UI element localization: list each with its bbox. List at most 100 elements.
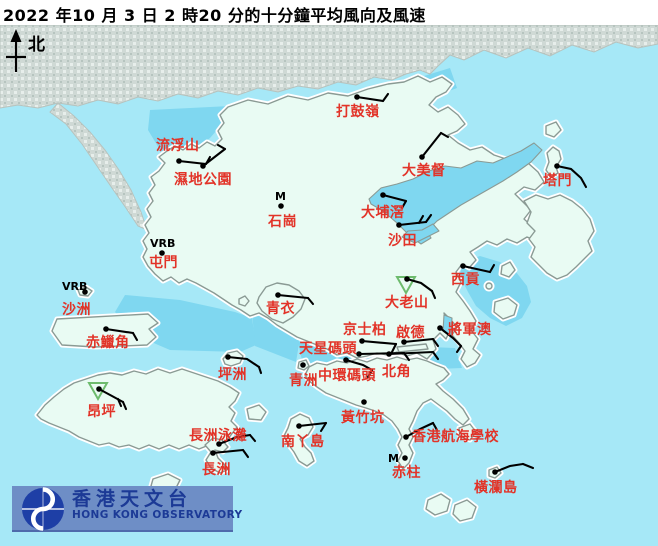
station-marker: VRB	[150, 237, 175, 250]
wind-barb-tick	[400, 199, 408, 210]
station-label: 長洲泳灘	[189, 427, 247, 444]
station-cheung-chau-beach: 長洲泳灘	[189, 427, 257, 447]
station-kings-park: 京士柏	[343, 321, 398, 354]
station-shek-kong: M 石崗	[267, 190, 297, 230]
station-sea-school: 香港航海學校	[403, 421, 499, 445]
hko-logo-text: 香港天文台 HONG KONG OBSERVATORY	[72, 489, 243, 522]
station-dot	[225, 354, 231, 360]
station-label: 濕地公園	[174, 171, 232, 188]
wind-barb-tick	[431, 421, 439, 432]
wind-barb	[211, 448, 245, 455]
station-sai-kung: 西貢	[451, 263, 496, 288]
wind-barb	[387, 350, 435, 356]
wind-barb-tick	[248, 433, 257, 443]
station-lau-fau-shan: 流浮山	[156, 137, 212, 166]
station-tai-mei-tuk: 大美督	[402, 131, 450, 179]
wind-barb-tick	[431, 337, 440, 348]
station-label: 大老山	[385, 294, 429, 311]
wind-barb-tick	[390, 342, 398, 354]
station-dot	[419, 154, 425, 160]
wind-barb	[226, 355, 261, 369]
station-dot	[296, 423, 302, 429]
wind-barb	[381, 193, 408, 203]
station-dot	[82, 289, 88, 295]
station-dot	[401, 339, 407, 345]
station-marker: M	[275, 190, 286, 203]
wind-barb-tick	[257, 365, 263, 375]
station-label: 沙田	[388, 233, 417, 249]
station-ngong-ping: 昂坪	[87, 382, 128, 420]
station-dot	[216, 441, 222, 447]
station-tates-cairn: 大老山	[385, 276, 437, 311]
station-label: 香港航海學校	[411, 428, 499, 445]
wind-barb	[404, 421, 435, 439]
wind-barb	[360, 339, 398, 346]
wind-barb-tick	[417, 214, 425, 225]
hko-logo-english: HONG KONG OBSERVATORY	[72, 509, 243, 521]
station-dot	[96, 386, 102, 392]
hko-logo[interactable]: 香港天文台 HONG KONG OBSERVATORY	[12, 486, 242, 532]
station-dot	[343, 357, 349, 363]
wind-barb-tick	[424, 213, 433, 224]
north-label: 北	[28, 35, 45, 55]
station-dot	[356, 351, 362, 357]
wind-barb-tick	[521, 462, 535, 470]
north-arrow: 北	[6, 29, 45, 72]
station-label: 石崗	[267, 213, 297, 230]
station-dot	[159, 250, 165, 256]
land-shenzhen	[0, 25, 658, 109]
wind-barb	[402, 337, 435, 344]
wind-barb-tick	[366, 368, 374, 379]
hko-logo-icon	[22, 487, 64, 531]
wind-barb-tick	[319, 421, 328, 433]
station-label: 屯門	[149, 254, 178, 271]
station-dot	[437, 325, 443, 331]
wind-barb	[297, 421, 328, 428]
station-chek-lap-kok: 赤鱲角	[86, 326, 139, 351]
wind-barb-tick	[216, 143, 227, 151]
station-label: 昂坪	[87, 404, 116, 420]
station-label: 北角	[382, 363, 411, 380]
station-label: 青洲	[289, 372, 318, 389]
station-tuen-mun: VRB 屯門	[149, 237, 178, 271]
wind-barb	[493, 462, 525, 474]
station-label: 長洲	[202, 462, 231, 478]
station-tap-mun: 塔門	[543, 163, 588, 189]
station-tai-po-kau: 大埔滘	[361, 192, 408, 221]
station-marker: VRB	[62, 280, 87, 293]
wind-barb-tick	[488, 263, 496, 274]
wind-barb	[461, 264, 492, 274]
station-label: 赤柱	[392, 464, 421, 481]
page-title: 2022 年10 月 3 日 2 時20 分的十分鐘平均風向及風速	[3, 6, 426, 25]
station-dot	[380, 192, 386, 198]
station-dot	[300, 362, 306, 368]
station-ta-kwu-ling: 打鼓嶺	[336, 92, 390, 120]
wind-barb-tick	[431, 350, 440, 361]
station-label: 塔門	[543, 172, 572, 189]
land-shekou	[49, 102, 148, 231]
station-dot	[492, 469, 498, 475]
station-label: 沙洲	[62, 302, 91, 318]
station-sha-tin: 沙田	[388, 213, 433, 249]
station-label: 青衣	[266, 300, 295, 317]
station-wetland-park: 濕地公園	[174, 143, 232, 188]
station-stanley: M赤柱	[388, 452, 421, 481]
wind-barb-tick	[131, 331, 139, 342]
station-label: 打鼓嶺	[336, 103, 380, 120]
station-marker: M	[388, 452, 399, 465]
station-dot	[396, 222, 402, 228]
station-label: 橫瀾島	[474, 479, 518, 496]
title-bar: 2022 年10 月 3 日 2 時20 分的十分鐘平均風向及風速	[0, 0, 658, 25]
station-dot	[460, 263, 466, 269]
water-deep-bay	[148, 106, 230, 158]
station-dot	[361, 399, 367, 405]
station-label: 啟德	[396, 324, 425, 341]
station-green-island: 青洲	[289, 362, 318, 389]
station-dot	[103, 326, 109, 332]
wind-barb	[344, 358, 374, 372]
station-label: 天星碼頭	[299, 341, 357, 357]
station-label: 流浮山	[156, 137, 200, 154]
